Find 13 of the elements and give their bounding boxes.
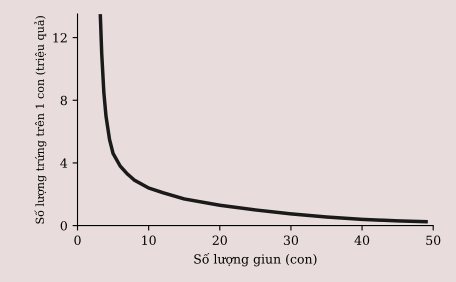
x-tick-label: 30 xyxy=(284,236,298,245)
y-tick-label: 8 xyxy=(60,96,67,106)
x-tick-label: 10 xyxy=(142,236,156,245)
x-tick-label: 50 xyxy=(426,236,440,245)
x-axis-title: Số lượng giun (con) xyxy=(194,252,316,266)
y-tick-label: 12 xyxy=(53,33,67,42)
y-tick-label: 0 xyxy=(60,221,67,231)
x-tick-label: 20 xyxy=(212,236,227,245)
x-tick-label: 40 xyxy=(354,236,370,245)
y-tick-label: 4 xyxy=(60,158,68,168)
y-axis-title: Số lượng trứng trên 1 con (triệu quả) xyxy=(34,16,46,224)
x-tick-label: 0 xyxy=(74,236,81,245)
line-series xyxy=(98,14,428,224)
